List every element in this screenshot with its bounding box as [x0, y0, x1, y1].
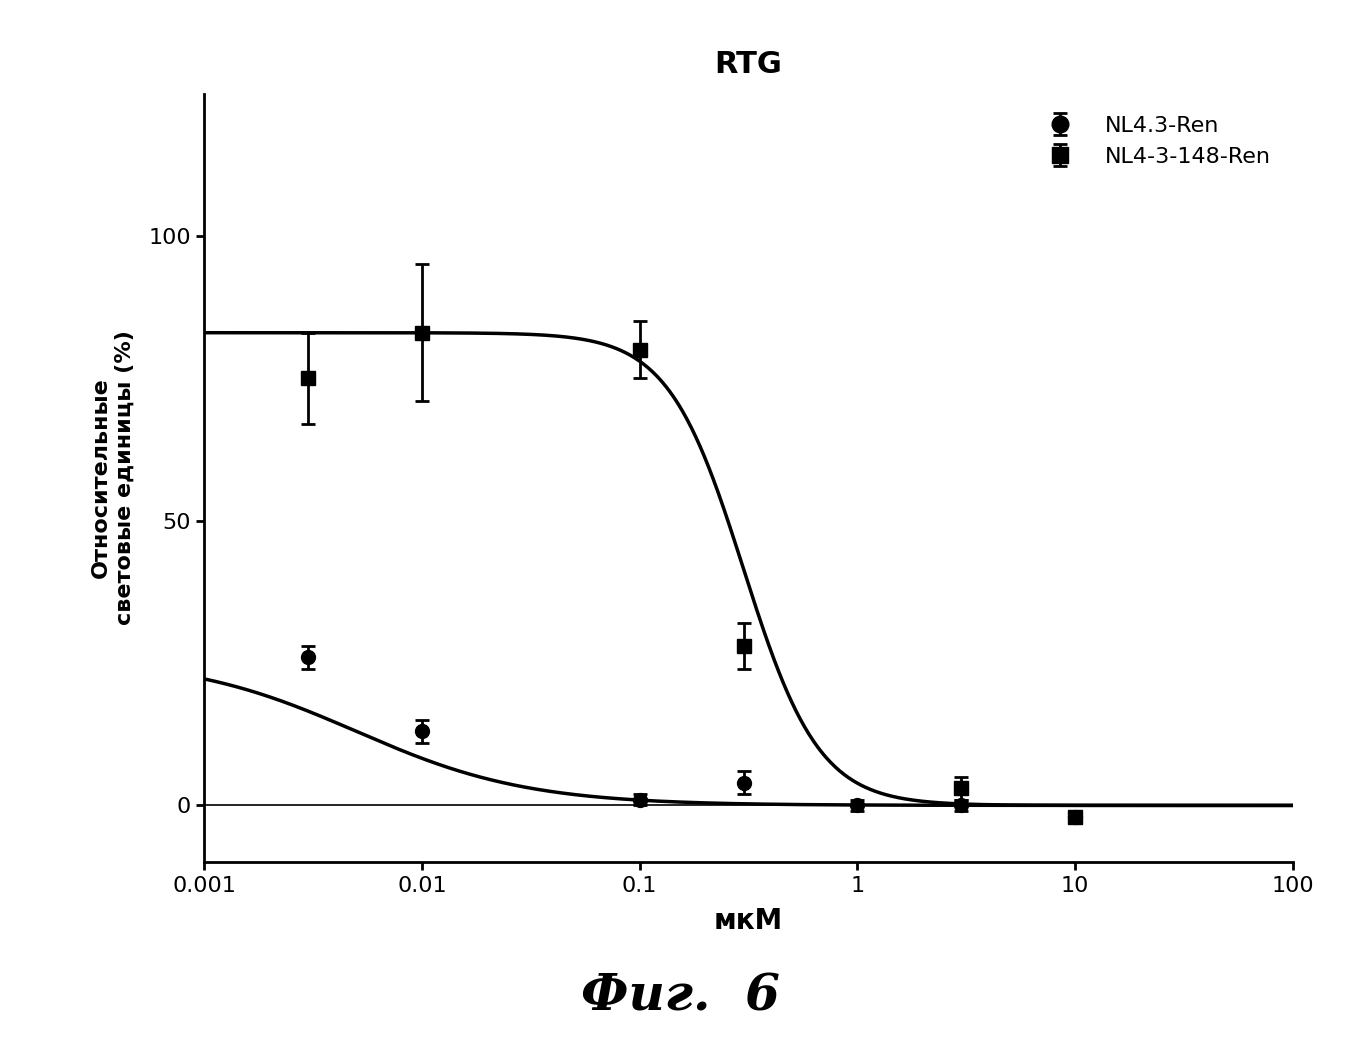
X-axis label: мкМ: мкМ: [715, 907, 783, 935]
Text: Фиг.  6: Фиг. 6: [581, 973, 780, 1022]
Legend: NL4.3-Ren, NL4-3-148-Ren: NL4.3-Ren, NL4-3-148-Ren: [1015, 105, 1282, 178]
Title: RTG: RTG: [715, 50, 783, 79]
Y-axis label: Относительные
световые единицы (%): Относительные световые единицы (%): [91, 330, 135, 625]
